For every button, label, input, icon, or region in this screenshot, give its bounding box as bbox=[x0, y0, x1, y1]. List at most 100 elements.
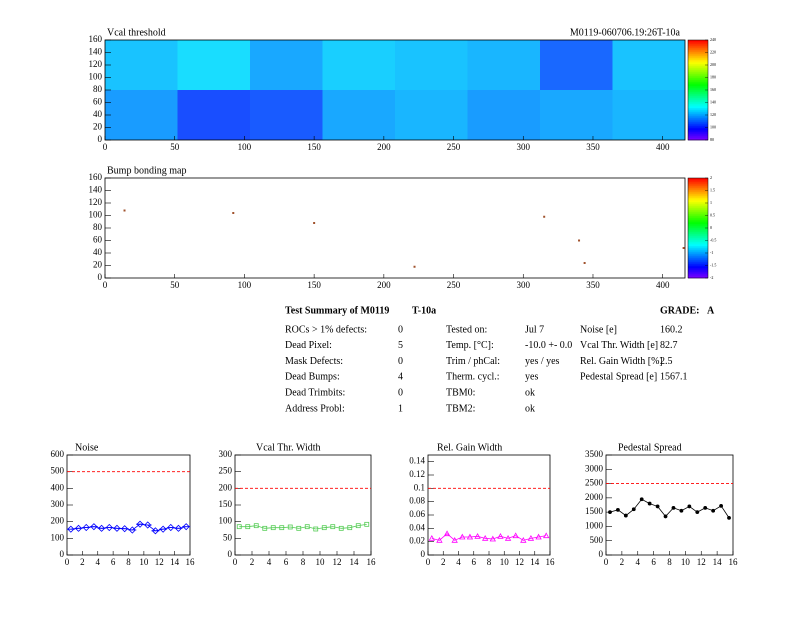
marker bbox=[82, 523, 91, 532]
colorbar-band bbox=[688, 120, 708, 123]
colorbar-band bbox=[688, 70, 708, 73]
y-tick-label: 60 bbox=[93, 235, 103, 245]
y-tick-label: 300 bbox=[51, 499, 65, 509]
y-tick-label: 400 bbox=[51, 482, 65, 492]
y-tick-label: 0 bbox=[228, 549, 233, 559]
colorbar-band bbox=[688, 242, 708, 245]
colorbar-band bbox=[688, 248, 708, 251]
y-tick-label: 0.02 bbox=[409, 536, 425, 546]
marker bbox=[671, 505, 676, 510]
x-tick-label: 4 bbox=[456, 557, 461, 567]
x-tick-label: 6 bbox=[284, 557, 289, 567]
y-tick-label: 0 bbox=[98, 272, 103, 282]
colorbar-band bbox=[688, 212, 708, 215]
colorbar-band bbox=[688, 66, 708, 69]
marker bbox=[174, 524, 183, 532]
marker bbox=[711, 508, 716, 513]
y-tick-label: 0.04 bbox=[409, 522, 425, 532]
x-tick-label: 4 bbox=[96, 557, 101, 567]
colorbar-band bbox=[688, 42, 708, 45]
x-tick-label: 8 bbox=[487, 557, 492, 567]
marker bbox=[703, 505, 708, 510]
chart-subtitle: M0119-060706.19:26T-10a bbox=[570, 27, 681, 38]
y-tick-label: 120 bbox=[89, 59, 103, 69]
colorbar-band bbox=[688, 206, 708, 209]
y-tick-label: 60 bbox=[93, 97, 103, 107]
heatmap-cell bbox=[612, 90, 685, 140]
y-tick-label: 100 bbox=[51, 532, 65, 542]
colorbar-band bbox=[688, 184, 708, 187]
x-tick-label: 250 bbox=[447, 280, 461, 290]
y-tick-label: 0.14 bbox=[409, 456, 425, 466]
x-tick-label: 14 bbox=[530, 557, 540, 567]
colorbar-band bbox=[688, 270, 708, 273]
heatmap-cell bbox=[540, 90, 613, 140]
marker bbox=[279, 525, 285, 531]
colorbar-tick-label: -0.5 bbox=[710, 237, 716, 242]
marker bbox=[482, 535, 489, 541]
summary-value: -10.0 +- 0.0 bbox=[525, 340, 572, 351]
x-tick-label: 300 bbox=[517, 142, 531, 152]
colorbar-band bbox=[688, 188, 708, 191]
y-tick-label: 250 bbox=[219, 466, 233, 476]
colorbar-band bbox=[688, 124, 708, 127]
colorbar-band bbox=[688, 178, 708, 181]
marker bbox=[687, 504, 692, 509]
x-tick-label: 6 bbox=[111, 557, 116, 567]
x-tick-label: 100 bbox=[238, 280, 252, 290]
marker bbox=[304, 524, 310, 530]
colorbar-band bbox=[688, 60, 708, 63]
summary-value: 5 bbox=[398, 340, 403, 351]
colorbar-band bbox=[688, 104, 708, 107]
colorbar-band bbox=[688, 92, 708, 95]
x-tick-label: 0 bbox=[233, 557, 238, 567]
summary-test: T-10a bbox=[412, 305, 436, 316]
x-tick-label: 12 bbox=[155, 557, 164, 567]
colorbar-band bbox=[688, 182, 708, 185]
x-tick-label: 12 bbox=[515, 557, 524, 567]
marker bbox=[535, 533, 542, 540]
x-tick-label: 10 bbox=[500, 557, 510, 567]
colorbar-band bbox=[688, 40, 708, 43]
summary-value: yes bbox=[525, 372, 538, 383]
colorbar-band bbox=[688, 138, 708, 141]
marker bbox=[270, 525, 276, 531]
y-tick-label: 3500 bbox=[585, 449, 604, 459]
colorbar-band bbox=[688, 52, 708, 55]
colorbar-band bbox=[688, 250, 708, 253]
x-tick-label: 14 bbox=[713, 557, 723, 567]
colorbar-band bbox=[688, 260, 708, 263]
y-tick-label: 0 bbox=[421, 549, 426, 559]
colorbar-band bbox=[688, 114, 708, 117]
y-tick-label: 80 bbox=[93, 222, 103, 232]
summary-value: 82.7 bbox=[660, 340, 678, 351]
summary-value: 0 bbox=[398, 356, 403, 367]
colorbar-tick-label: 1.5 bbox=[710, 187, 715, 192]
marker bbox=[655, 504, 660, 509]
marker bbox=[159, 525, 168, 533]
marker bbox=[128, 526, 137, 534]
summary-label: Trim / phCal: bbox=[446, 356, 500, 367]
marker bbox=[287, 524, 293, 530]
series-line bbox=[239, 523, 367, 530]
summary-value: 1 bbox=[398, 403, 403, 414]
colorbar-band bbox=[688, 214, 708, 217]
x-tick-label: 4 bbox=[267, 557, 272, 567]
summary-label: Dead Trimbits: bbox=[285, 387, 345, 398]
colorbar-band bbox=[688, 234, 708, 237]
marker bbox=[608, 510, 612, 515]
y-tick-label: 40 bbox=[93, 109, 103, 119]
colorbar-band bbox=[688, 274, 708, 277]
marker bbox=[313, 526, 319, 532]
x-tick-label: 8 bbox=[126, 557, 131, 567]
marker bbox=[543, 532, 550, 539]
marker bbox=[436, 537, 443, 543]
y-tick-label: 40 bbox=[93, 247, 103, 257]
marker bbox=[527, 535, 535, 541]
y-tick-label: 200 bbox=[51, 516, 65, 526]
colorbar-band bbox=[688, 236, 708, 239]
colorbar-band bbox=[688, 84, 708, 87]
colorbar-band bbox=[688, 108, 708, 111]
marker bbox=[695, 510, 700, 515]
colorbar-band bbox=[688, 136, 708, 139]
